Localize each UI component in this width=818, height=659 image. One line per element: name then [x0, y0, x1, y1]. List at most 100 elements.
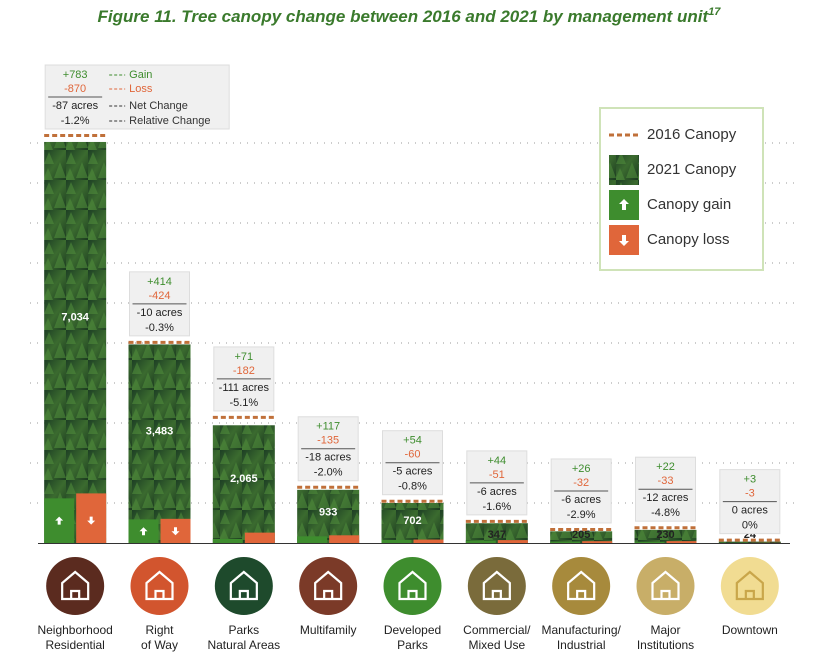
- loss-label: -870: [64, 83, 86, 95]
- net-change-label: -18 acres: [305, 452, 351, 464]
- loss-label: -33: [658, 475, 674, 487]
- loss-label: -182: [233, 365, 255, 377]
- category-label: Residential: [45, 638, 104, 652]
- canopy-bar: [718, 541, 781, 543]
- gain-bar: [634, 541, 665, 543]
- gain-bar: [381, 539, 412, 543]
- category-icon: [383, 557, 442, 615]
- loss-bar: [582, 541, 613, 543]
- legend-loss-arrow: [619, 235, 629, 246]
- net-change-label: -111 acres: [219, 382, 270, 394]
- canopy-label: 205: [572, 529, 590, 541]
- category-icon: [467, 557, 526, 615]
- category-icon: [130, 557, 189, 615]
- canopy-bar: [44, 141, 107, 543]
- loss-bar: [244, 532, 275, 543]
- key-label: Loss: [129, 83, 153, 95]
- net-change-label: -5 acres: [393, 466, 433, 478]
- category-label: Developed: [384, 623, 441, 637]
- legend-label: 2021 Canopy: [647, 161, 737, 178]
- category-label: Natural Areas: [207, 638, 280, 652]
- category-label: Manufacturing/: [541, 623, 621, 637]
- relative-change-label: -2.9%: [567, 509, 596, 521]
- canopy-bar: [550, 531, 613, 543]
- category-label: Neighborhood: [37, 623, 112, 637]
- category-label: Industrial: [557, 638, 606, 652]
- legend-2021: [609, 155, 639, 185]
- category-label: Parks: [397, 638, 428, 652]
- category-label: Mixed Use: [468, 638, 525, 652]
- relative-change-label: -2.0%: [314, 467, 343, 479]
- gain-label: +22: [656, 461, 675, 473]
- relative-change-label: -1.2%: [61, 115, 90, 127]
- category-label: Parks: [228, 623, 259, 637]
- category-icon: [720, 557, 779, 615]
- chart-title: Figure 11. Tree canopy change between 20…: [98, 6, 722, 27]
- category-label: Major: [650, 623, 680, 637]
- title-text: Figure 11. Tree canopy change between 20…: [98, 7, 710, 26]
- loss-bar: [497, 540, 528, 543]
- category-label: Multifamily: [300, 623, 357, 637]
- legend-label: 2016 Canopy: [647, 126, 737, 143]
- net-change-label: 0 acres: [732, 505, 769, 517]
- title-note: 17: [708, 6, 721, 18]
- gain-bar: [550, 541, 581, 543]
- gain-bar: [212, 538, 243, 543]
- canopy-label: 7,034: [61, 312, 89, 324]
- canopy-bar: [634, 529, 697, 543]
- key-label: Net Change: [129, 100, 188, 112]
- canopy-bar: [297, 489, 360, 543]
- category-icon: [299, 557, 358, 615]
- relative-change-label: -0.3%: [145, 322, 174, 334]
- loss-bar: [329, 535, 360, 543]
- canopy-bar: [128, 344, 191, 543]
- gain-label: +783: [63, 69, 88, 81]
- category-icon: [214, 557, 273, 615]
- relative-change-label: -1.6%: [482, 501, 511, 513]
- relative-change-label: -0.8%: [398, 481, 427, 493]
- loss-label: -135: [317, 435, 339, 447]
- relative-change-label: -5.1%: [229, 397, 258, 409]
- net-change-label: -6 acres: [561, 494, 601, 506]
- gain-bar: [297, 536, 328, 543]
- icon-glyph: [567, 570, 596, 601]
- icon-glyph: [145, 570, 174, 601]
- canopy-label: 3,483: [146, 426, 174, 438]
- icon-glyph: [229, 570, 258, 601]
- category-label: Commercial/: [463, 623, 531, 637]
- loss-arrow: [87, 516, 96, 525]
- category-icon: [636, 557, 695, 615]
- gain-label: +54: [403, 435, 422, 447]
- legend-label: Canopy loss: [647, 231, 730, 248]
- canopy-bar: [465, 523, 528, 543]
- loss-label: -32: [573, 477, 589, 489]
- category-label: of Way: [141, 638, 178, 652]
- loss-bar: [413, 539, 444, 543]
- canopy-label: 702: [403, 515, 421, 527]
- category-icon: [552, 557, 611, 615]
- gain-arrow: [55, 516, 64, 525]
- gain-label: +117: [316, 421, 340, 433]
- icon-glyph: [314, 570, 343, 601]
- net-change-label: -87 acres: [52, 100, 98, 112]
- gain-label: +44: [487, 455, 506, 467]
- net-change-label: -12 acres: [643, 492, 689, 504]
- net-change-label: -6 acres: [477, 486, 517, 498]
- icon-glyph: [482, 570, 511, 601]
- relative-change-label: 0%: [742, 520, 758, 532]
- gain-label: +3: [744, 474, 757, 486]
- loss-arrow: [171, 527, 180, 536]
- icon-glyph: [735, 570, 764, 601]
- loss-label: -424: [148, 290, 170, 302]
- canopy-label: 2,065: [230, 473, 258, 485]
- loss-label: -3: [745, 488, 755, 500]
- loss-bar: [666, 541, 697, 543]
- key-label: Relative Change: [129, 115, 210, 127]
- legend-gain-arrow: [619, 199, 629, 210]
- icon-glyph: [61, 570, 90, 601]
- category-label: Right: [145, 623, 174, 637]
- canopy-bar: [212, 425, 275, 543]
- gain-label: +26: [572, 463, 591, 475]
- gain-arrow: [139, 527, 148, 536]
